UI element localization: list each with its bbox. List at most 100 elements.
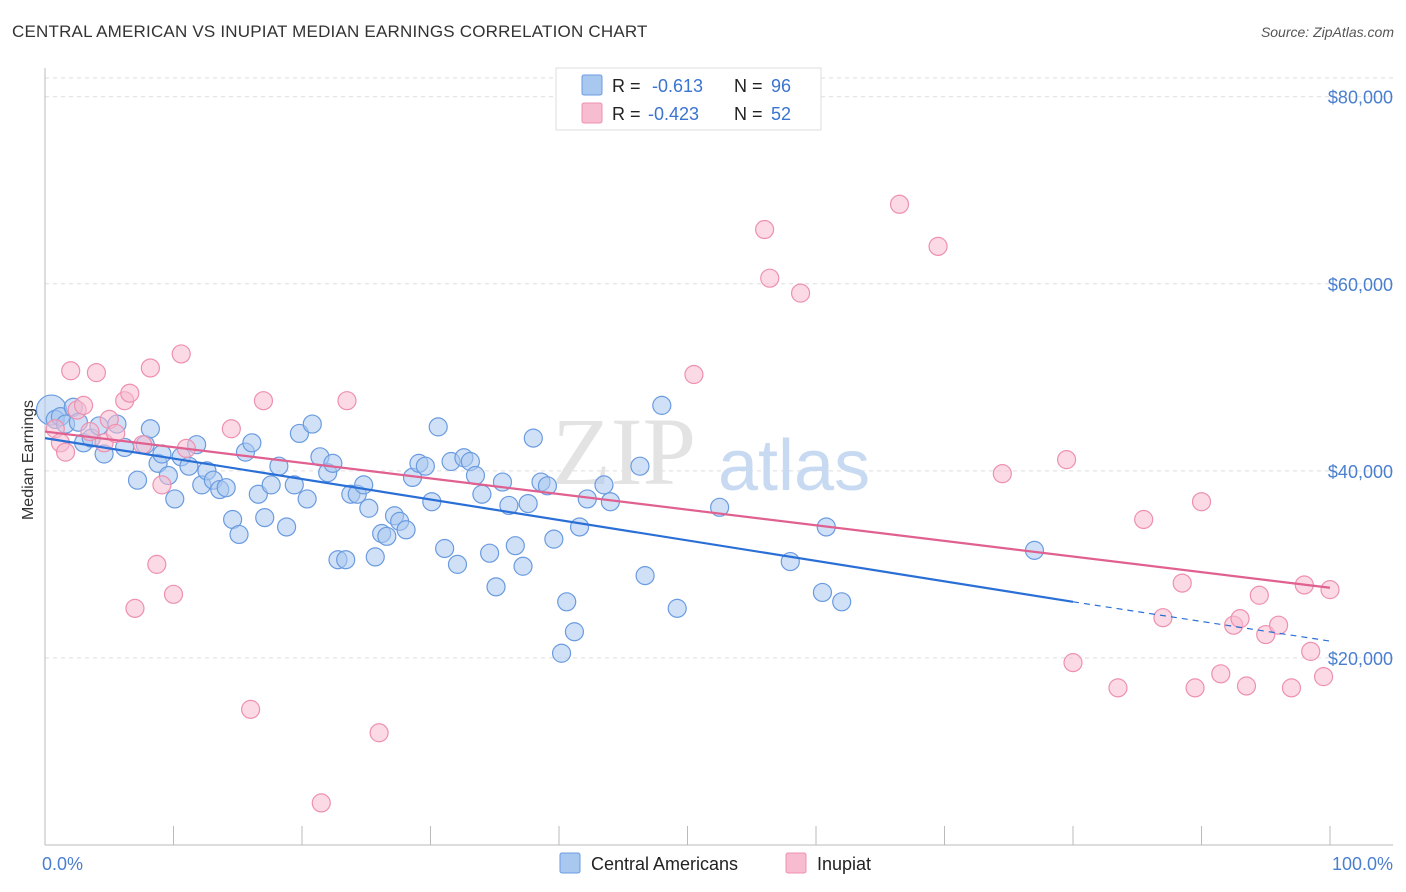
stats-legend-swatch-blue	[581, 74, 603, 96]
data-point	[635, 566, 655, 586]
data-point	[518, 493, 538, 514]
x-tick-label-max: 100.0%	[1332, 854, 1393, 874]
data-point	[297, 489, 317, 509]
series-inupiat	[45, 194, 1340, 813]
data-point	[435, 538, 455, 559]
data-point	[140, 358, 160, 378]
data-point	[684, 364, 704, 385]
data-point	[465, 465, 486, 486]
data-point	[790, 283, 811, 303]
data-point	[1185, 678, 1205, 698]
data-point	[359, 498, 379, 518]
data-point	[472, 484, 492, 504]
data-point	[889, 194, 910, 214]
data-point	[1108, 678, 1128, 698]
data-point	[1236, 676, 1257, 696]
data-point	[1134, 509, 1154, 530]
data-point	[499, 495, 519, 516]
data-point	[284, 475, 304, 495]
data-point	[61, 361, 81, 381]
trend-line-inupiat	[44, 430, 1331, 589]
data-point	[544, 529, 564, 549]
stats-legend-n-label-blue: N =	[734, 76, 763, 96]
data-point	[551, 643, 572, 663]
data-point	[140, 419, 160, 439]
data-point	[261, 475, 281, 495]
data-point	[242, 433, 262, 453]
data-point	[163, 584, 184, 604]
data-point	[302, 414, 322, 434]
data-point	[594, 475, 614, 495]
data-point	[630, 456, 650, 476]
data-point	[564, 622, 585, 642]
data-point	[557, 592, 577, 612]
data-point	[106, 423, 126, 444]
data-point	[812, 582, 833, 603]
data-point	[248, 484, 268, 504]
trend-line-central-americans-extension	[1072, 601, 1331, 642]
data-point	[229, 524, 249, 545]
data-point	[447, 554, 468, 574]
data-point	[1172, 573, 1192, 593]
data-point	[505, 536, 525, 556]
data-point	[928, 236, 948, 256]
data-point	[832, 592, 852, 612]
x-tick-label-min: 0.0%	[42, 854, 83, 874]
stats-legend-r-label-pink: R =	[612, 104, 641, 124]
y-tick-label: $40,000	[1328, 462, 1393, 482]
watermark-atlas: atlas	[718, 426, 870, 506]
bottom-legend: Central Americans Inupiat	[559, 852, 871, 874]
data-point	[127, 470, 148, 490]
data-point	[1063, 653, 1083, 673]
data-point	[513, 556, 533, 576]
stats-legend-swatch-pink	[581, 102, 603, 124]
axes	[44, 68, 1393, 846]
watermark: ZIP atlas	[552, 398, 870, 506]
data-point	[1230, 609, 1250, 629]
data-point	[276, 517, 297, 537]
data-point	[255, 508, 275, 528]
legend-label-inupiat: Inupiat	[817, 854, 871, 874]
stats-legend-n-value-blue: 96	[771, 76, 791, 96]
y-tick-label: $60,000	[1328, 275, 1393, 295]
chart-title: CENTRAL AMERICAN VS INUPIAT MEDIAN EARNI…	[12, 22, 648, 41]
data-point	[710, 497, 730, 517]
data-point	[523, 428, 543, 448]
data-point	[73, 395, 94, 415]
legend-swatch-central-americans	[559, 852, 581, 874]
y-tick-label: $80,000	[1328, 88, 1393, 108]
data-point	[86, 363, 107, 383]
data-point	[1211, 664, 1231, 684]
data-point	[147, 554, 167, 574]
data-point	[377, 526, 397, 546]
data-point	[336, 550, 356, 570]
data-point	[152, 444, 172, 464]
data-point	[667, 598, 687, 618]
stats-legend-r-value-blue: -0.613	[652, 76, 703, 96]
data-point	[480, 543, 500, 563]
data-point	[537, 476, 558, 496]
data-point	[369, 723, 389, 743]
data-point	[1191, 492, 1212, 512]
data-point	[120, 383, 140, 403]
series-central-americans	[35, 394, 1045, 663]
data-point	[55, 442, 76, 462]
data-point	[365, 547, 385, 567]
y-tick-labels: $20,000 $40,000 $60,000 $80,000	[1328, 88, 1393, 669]
y-axis-label: Median Earnings	[20, 400, 37, 520]
data-point	[289, 423, 310, 444]
stats-legend-r-value-pink: -0.423	[648, 104, 699, 124]
data-point	[354, 475, 374, 495]
y-tick-label: $20,000	[1328, 649, 1393, 669]
data-point	[216, 478, 236, 498]
trend-lines	[44, 430, 1331, 642]
data-point	[165, 489, 185, 509]
source-credit: Source: ZipAtlas.com	[1260, 24, 1394, 40]
trend-line-central-americans	[44, 437, 1074, 603]
data-point	[1056, 450, 1077, 470]
data-point	[152, 475, 172, 495]
data-point	[428, 417, 448, 437]
data-point	[125, 598, 145, 618]
data-point	[992, 464, 1012, 484]
